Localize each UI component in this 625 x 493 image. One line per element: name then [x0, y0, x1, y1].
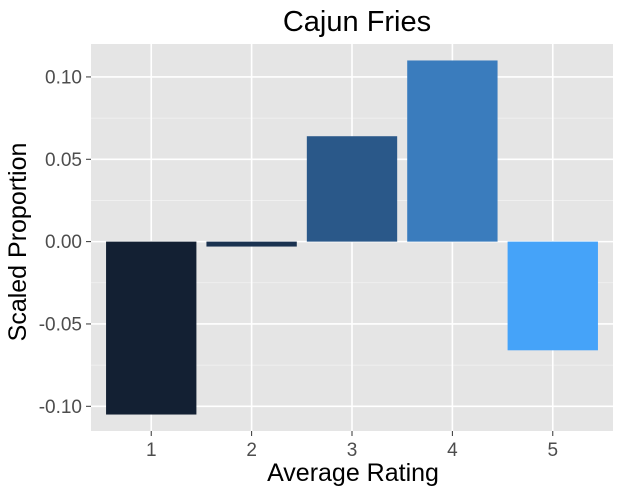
x-tick-label: 5 — [547, 440, 558, 461]
x-axis-title: Average Rating — [267, 459, 439, 487]
x-tick-label: 2 — [246, 440, 257, 461]
bar-3 — [306, 136, 398, 242]
bar-4 — [407, 60, 498, 242]
y-tick-label: 0.05 — [45, 150, 82, 171]
y-axis-ticks: -0.10 -0.05 0.00 0.05 0.10 — [39, 67, 91, 418]
bar-2 — [206, 241, 297, 247]
y-axis-title: Scaled Proportion — [4, 143, 32, 342]
y-tick-label: -0.10 — [39, 397, 82, 418]
bar-5 — [507, 241, 598, 351]
bars — [106, 60, 598, 415]
y-tick-label: 0.00 — [45, 232, 82, 253]
chart-title: Cajun Fries — [283, 6, 431, 38]
x-tick-label: 1 — [146, 440, 157, 461]
y-tick-label: 0.10 — [45, 67, 82, 88]
x-tick-label: 3 — [347, 440, 358, 461]
bar-1 — [106, 241, 197, 415]
x-axis-ticks: 1 2 3 4 5 — [146, 431, 558, 461]
y-tick-label: -0.05 — [39, 314, 82, 335]
x-tick-label: 4 — [447, 440, 458, 461]
